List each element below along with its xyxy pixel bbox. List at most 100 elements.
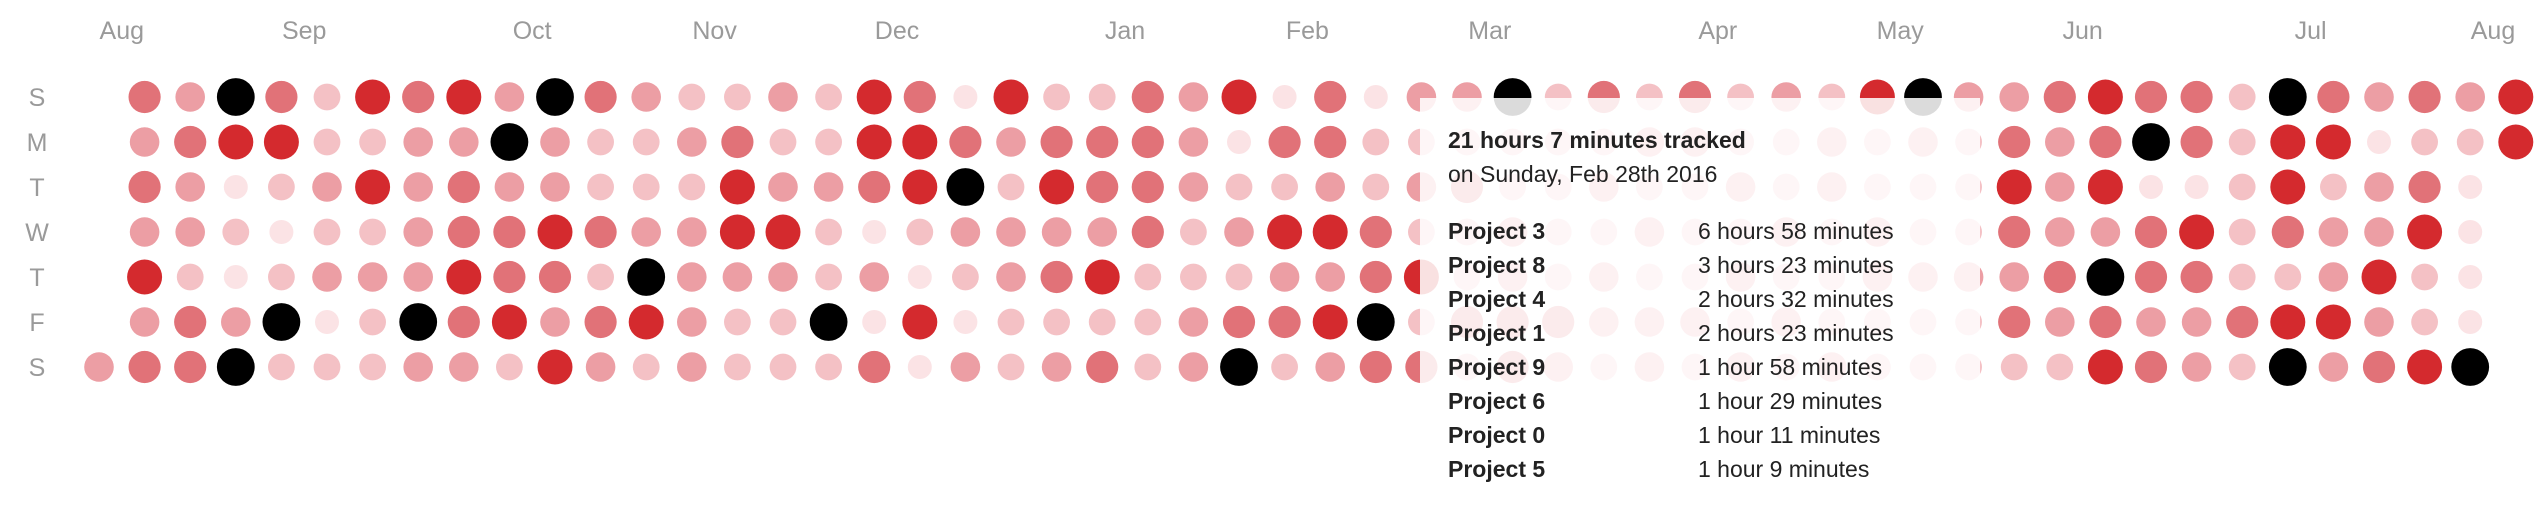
day-cell[interactable] (1131, 125, 1164, 159)
day-cell[interactable] (2364, 217, 2394, 247)
day-cell[interactable] (538, 260, 572, 294)
day-cell[interactable] (494, 82, 525, 112)
day-cell[interactable] (815, 83, 842, 111)
day-cell[interactable] (315, 310, 339, 334)
day-cell[interactable] (631, 82, 661, 112)
day-cell[interactable] (2180, 125, 2213, 159)
day-cell[interactable] (813, 172, 844, 202)
day-cell[interactable] (1220, 348, 1258, 386)
day-cell[interactable] (540, 127, 570, 157)
day-cell[interactable] (2000, 353, 2028, 381)
day-cell[interactable] (952, 263, 979, 291)
day-cell[interactable] (2317, 80, 2350, 114)
day-cell[interactable] (678, 173, 706, 201)
day-cell[interactable] (2043, 260, 2076, 294)
day-cell[interactable] (950, 217, 981, 247)
day-cell[interactable] (953, 310, 978, 334)
day-cell[interactable] (2498, 79, 2534, 115)
day-cell[interactable] (2270, 304, 2306, 340)
day-cell[interactable] (447, 215, 480, 249)
day-cell[interactable] (765, 214, 801, 250)
day-cell[interactable] (902, 169, 938, 205)
day-cell[interactable] (677, 262, 707, 292)
day-cell[interactable] (2451, 348, 2490, 386)
day-cell[interactable] (1315, 262, 1345, 292)
day-cell[interactable] (1359, 215, 1392, 249)
day-cell[interactable] (722, 262, 753, 292)
day-cell[interactable] (268, 173, 295, 201)
day-cell[interactable] (1086, 170, 1119, 204)
day-cell[interactable] (490, 123, 529, 161)
day-cell[interactable] (493, 260, 526, 294)
day-cell[interactable] (1269, 262, 1300, 292)
day-cell[interactable] (1134, 353, 1162, 381)
day-cell[interactable] (540, 172, 570, 202)
day-cell[interactable] (677, 217, 707, 247)
day-cell[interactable] (587, 263, 614, 291)
day-cell[interactable] (768, 82, 798, 112)
day-cell[interactable] (1041, 352, 1072, 382)
day-cell[interactable] (2090, 217, 2121, 247)
day-cell[interactable] (1131, 80, 1164, 114)
day-cell[interactable] (447, 170, 480, 204)
day-cell[interactable] (222, 218, 250, 246)
day-cell[interactable] (223, 265, 248, 289)
day-cell[interactable] (449, 352, 479, 382)
day-cell[interactable] (627, 258, 666, 296)
day-cell[interactable] (313, 83, 341, 111)
day-cell[interactable] (2228, 83, 2256, 111)
day-cell[interactable] (950, 352, 981, 382)
day-cell[interactable] (2045, 307, 2075, 337)
day-cell[interactable] (2087, 79, 2123, 115)
day-cell[interactable] (1363, 85, 1388, 109)
day-cell[interactable] (815, 218, 842, 246)
day-cell[interactable] (1178, 352, 1209, 382)
day-cell[interactable] (493, 215, 526, 249)
day-cell[interactable] (1178, 172, 1209, 202)
day-cell[interactable] (858, 350, 891, 384)
day-cell[interactable] (2184, 175, 2209, 199)
day-cell[interactable] (223, 175, 248, 199)
day-cell[interactable] (862, 310, 887, 334)
day-cell[interactable] (997, 353, 1025, 381)
day-cell[interactable] (1268, 305, 1301, 339)
day-cell[interactable] (1359, 260, 1392, 294)
day-cell[interactable] (1040, 125, 1073, 159)
day-cell[interactable] (856, 79, 892, 115)
day-cell[interactable] (537, 214, 573, 250)
day-cell[interactable] (1087, 217, 1117, 247)
day-cell[interactable] (312, 262, 342, 292)
day-cell[interactable] (446, 79, 482, 115)
day-cell[interactable] (906, 218, 934, 246)
day-cell[interactable] (768, 262, 798, 292)
day-cell[interactable] (2498, 124, 2534, 160)
day-cell[interactable] (858, 170, 891, 204)
day-cell[interactable] (1086, 350, 1119, 384)
day-cell[interactable] (2315, 124, 2351, 160)
day-cell[interactable] (313, 353, 341, 381)
day-cell[interactable] (1998, 305, 2031, 339)
day-cell[interactable] (403, 172, 434, 202)
day-cell[interactable] (2364, 307, 2394, 337)
day-cell[interactable] (1999, 82, 2029, 112)
day-cell[interactable] (584, 305, 617, 339)
day-cell[interactable] (1180, 218, 1207, 246)
day-cell[interactable] (585, 352, 616, 382)
day-cell[interactable] (2087, 349, 2123, 385)
day-cell[interactable] (1268, 125, 1301, 159)
day-cell[interactable] (996, 127, 1026, 157)
day-cell[interactable] (216, 78, 255, 116)
day-cell[interactable] (996, 262, 1026, 292)
day-cell[interactable] (127, 259, 163, 295)
day-cell[interactable] (1041, 217, 1072, 247)
day-cell[interactable] (174, 350, 207, 384)
day-cell[interactable] (221, 307, 251, 337)
day-cell[interactable] (2318, 262, 2349, 292)
day-cell[interactable] (128, 350, 161, 384)
day-cell[interactable] (84, 352, 114, 382)
day-cell[interactable] (2179, 214, 2215, 250)
day-cell[interactable] (262, 303, 301, 341)
day-cell[interactable] (1271, 353, 1298, 381)
day-cell[interactable] (1134, 263, 1162, 291)
day-cell[interactable] (1088, 308, 1116, 336)
